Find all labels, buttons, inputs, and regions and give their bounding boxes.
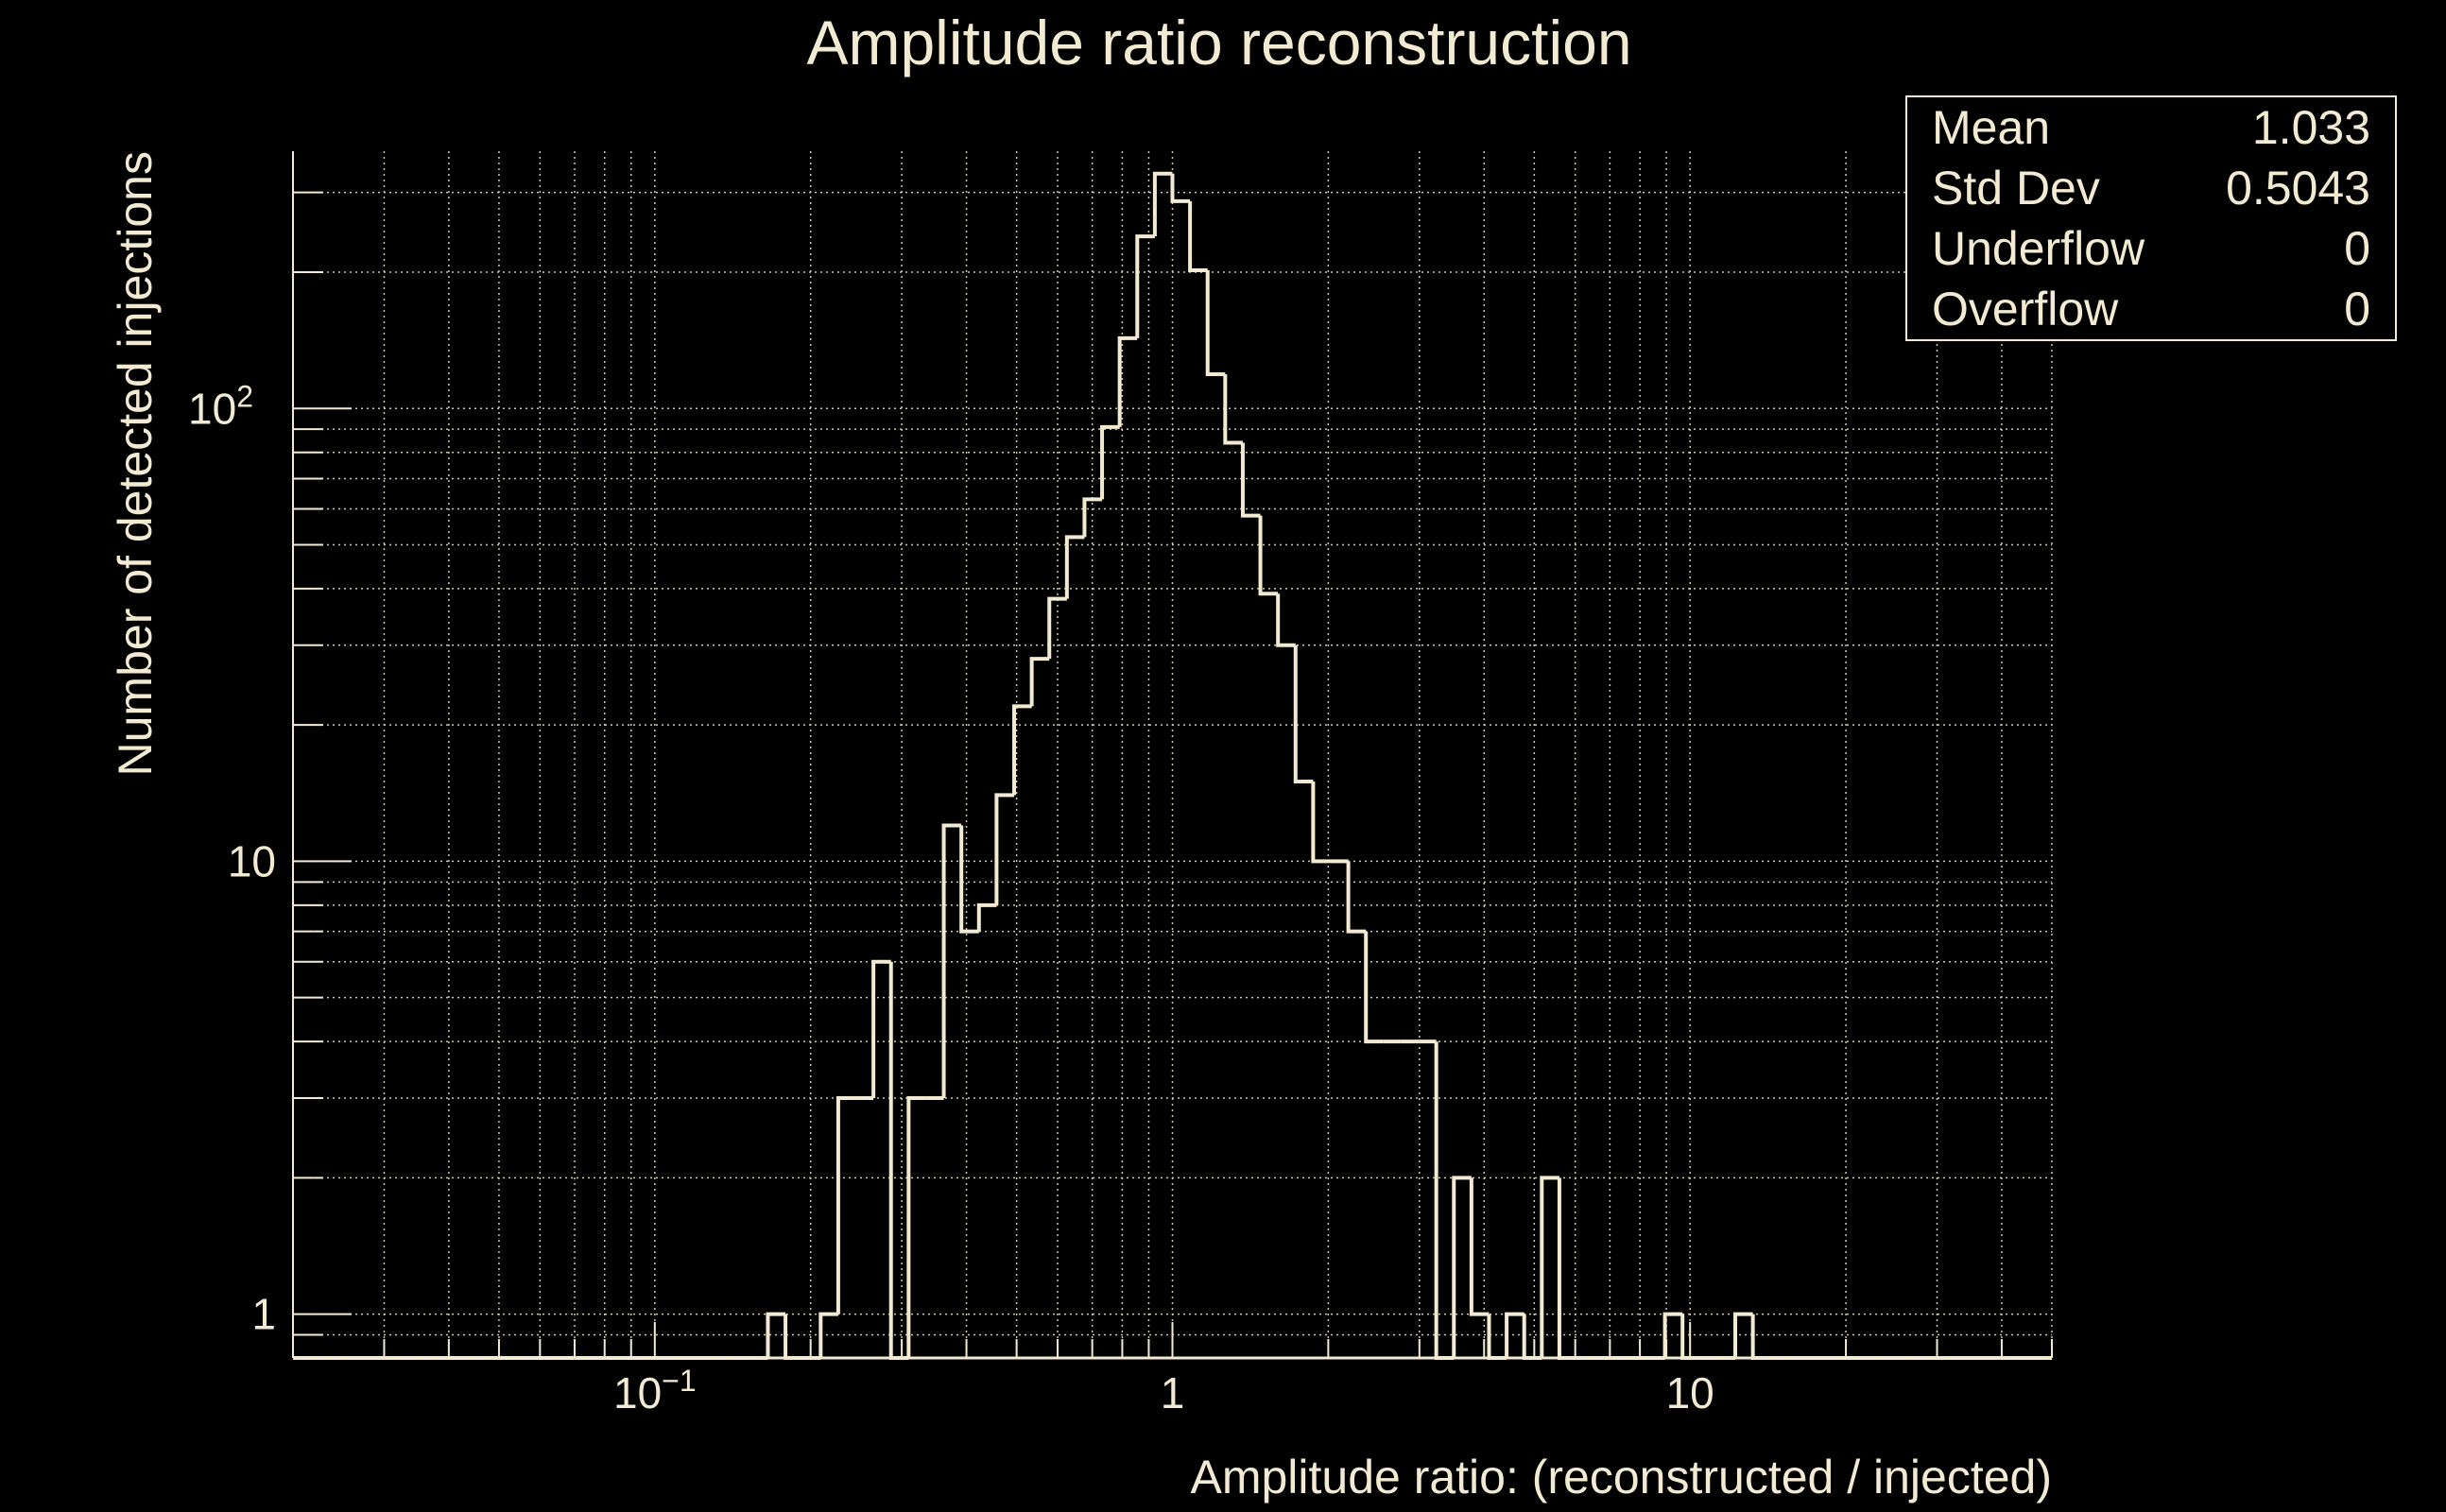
histogram-bin <box>1205 269 1226 377</box>
histogram-bin <box>1452 1176 1472 1358</box>
stats-label: Overflow <box>1932 283 2119 335</box>
histogram-bin <box>1311 782 1331 864</box>
histogram-bin <box>1029 657 1050 707</box>
histogram-bin <box>906 1095 926 1358</box>
histogram-bin <box>1487 1314 1507 1360</box>
histogram-bin <box>1733 1312 1753 1358</box>
histogram-bin <box>1662 1312 1683 1358</box>
histogram-bin <box>959 825 979 934</box>
histogram-bin <box>1469 1177 1490 1316</box>
histogram-bin <box>941 823 962 1098</box>
stats-value: 1.033 <box>2252 101 2370 154</box>
chart-title: Amplitude ratio reconstruction <box>806 8 1631 77</box>
histogram-bin <box>1258 515 1279 596</box>
histogram-bin <box>1064 535 1085 599</box>
histogram-bin <box>1434 1041 1455 1360</box>
stats-label: Mean <box>1932 101 2050 154</box>
histogram-bin <box>1082 497 1103 538</box>
x-tick-labels: 10−1 1 10 <box>613 1364 1714 1418</box>
histogram-bin <box>1346 861 1367 934</box>
histogram-bin <box>784 1314 803 1360</box>
histogram-bin <box>1223 374 1243 445</box>
x-tick-exponent: −1 <box>662 1364 696 1398</box>
histogram-bin <box>1117 335 1138 427</box>
histogram-bin <box>1540 1176 1559 1358</box>
histogram-bin <box>976 902 997 932</box>
histogram-bin <box>1522 1314 1542 1360</box>
y-tick-exponent: 2 <box>236 379 253 413</box>
histogram-bin <box>835 1095 856 1314</box>
histogram-bin <box>1012 704 1032 796</box>
histogram-bin <box>1188 200 1208 272</box>
stats-value: 0 <box>2344 222 2370 275</box>
histogram-bin <box>1276 593 1296 647</box>
stats-label: Underflow <box>1932 222 2145 275</box>
histogram-bin <box>1135 234 1155 338</box>
histogram-bin <box>1557 1177 1577 1360</box>
histogram-bin <box>888 961 909 1360</box>
y-tick-label: 10 <box>228 836 276 885</box>
stats-box-frame <box>1905 95 2397 341</box>
histogram-bin <box>871 959 891 1098</box>
x-axis-title: Amplitude ratio: (reconstructed / inject… <box>1190 1451 2052 1503</box>
x-tick-label: 1 <box>1161 1368 1185 1418</box>
histogram-bin <box>1240 442 1261 518</box>
stats-value: 0.5043 <box>2226 162 2370 215</box>
x-tick-label: 10 <box>1666 1368 1714 1418</box>
stats-label: Std Dev <box>1932 162 2100 215</box>
histogram-bin <box>766 1312 786 1358</box>
histogram-bin <box>1505 1312 1524 1358</box>
histogram-bin <box>1750 1314 1771 1360</box>
stats-value: 0 <box>2344 283 2370 335</box>
histogram-bin <box>1170 173 1191 203</box>
histogram-bin <box>1293 644 1314 784</box>
histogram-bin <box>818 1312 838 1358</box>
histogram-bin <box>1047 596 1067 660</box>
histogram-bin <box>1152 171 1173 237</box>
y-axis-title: Number of detected injections <box>109 151 162 776</box>
histogram-bin <box>1364 931 1384 1044</box>
y-tick-label: 1 <box>251 1290 276 1339</box>
histogram-bin <box>994 793 1015 905</box>
stats-box: Mean 1.033 Std Dev 0.5043 Underflow 0 Overflow… <box>1905 95 2397 341</box>
histogram-bin <box>1680 1314 1700 1360</box>
histogram-bin <box>1100 424 1120 500</box>
histogram <box>293 171 2052 1360</box>
